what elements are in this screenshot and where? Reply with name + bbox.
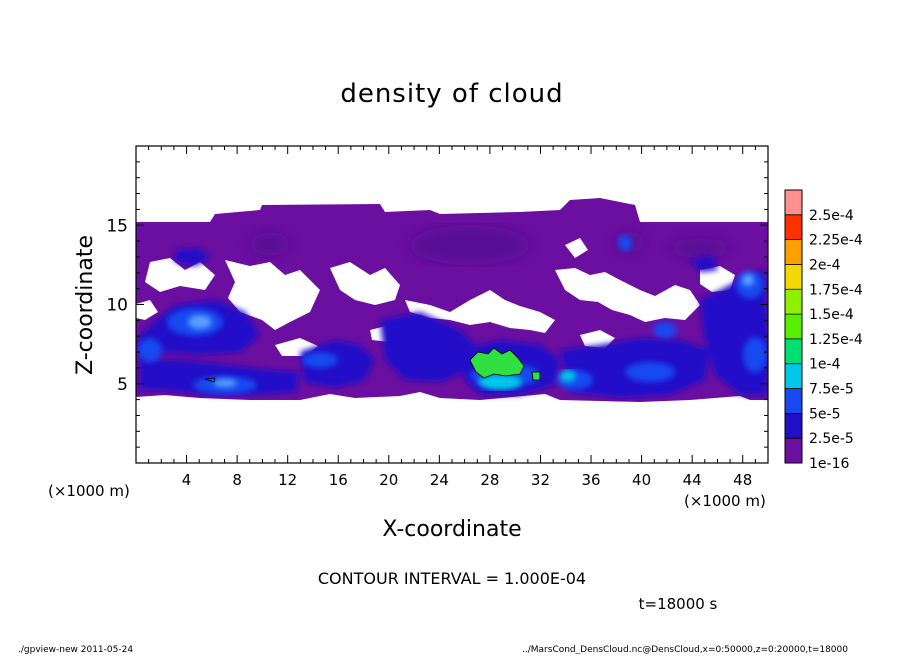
y-tick-labels: 5 10 15: [106, 216, 128, 395]
colorbar-swatch: [785, 363, 802, 389]
y-tick-label: 5: [117, 375, 128, 395]
x-tick-label: 20: [379, 471, 398, 489]
colorbar-label: 2.25e-4: [809, 233, 863, 249]
colorbar-swatch: [785, 289, 802, 315]
colorbar-label: 2e-4: [809, 257, 841, 273]
contour-interval-label: CONTOUR INTERVAL = 1.000E-04: [318, 569, 586, 588]
colorbar: 1e-16 2.5e-5 5e-5 7.5e-5 1e-4 1.25e-4 1.5e-4 1.…: [784, 189, 863, 472]
small-core-green: [531, 371, 541, 381]
colorbar-label: 1.25e-4: [809, 332, 863, 348]
x-tick-label: 44: [683, 471, 702, 489]
footer-right: ../MarsCond_DensCloud.nc@DensCloud,x=0:5…: [522, 645, 848, 654]
colorbar-swatch: [785, 214, 802, 240]
colorbar-label: 2.5e-5: [809, 431, 854, 447]
colorbar-swatch: [785, 239, 802, 265]
density-field: [136, 146, 768, 463]
colorbar-swatch: [785, 388, 802, 414]
x-tick-label: 32: [531, 471, 550, 489]
y-tick-label: 15: [106, 216, 128, 236]
x-tick-label: 12: [278, 471, 297, 489]
x-axis-title: X-coordinate: [382, 517, 521, 542]
colorbar-swatch: [785, 438, 802, 463]
x-tick-label: 28: [480, 471, 499, 489]
x-tick-labels: 4 8 12 16 20 24 28 32 36 40 44 48: [182, 471, 752, 489]
colorbar-swatch: [785, 314, 802, 339]
x-tick-label: 16: [329, 471, 348, 489]
time-label: t=18000 s: [639, 595, 718, 613]
y-tick-label: 10: [106, 296, 128, 316]
axis-ticks: [136, 146, 768, 463]
chart-title: density of cloud: [340, 79, 563, 109]
x-tick-label: 48: [733, 471, 752, 489]
y-axis-title: Z-coordinate: [73, 235, 98, 375]
footer-left: ./gpview-new 2011-05-24: [18, 645, 133, 654]
x-unit-label: (×1000 m): [684, 492, 766, 510]
colorbar-swatch: [785, 338, 802, 364]
x-tick-label: 40: [632, 471, 651, 489]
colorbar-label: 1e-4: [809, 357, 841, 373]
colorbar-label: 7.5e-5: [809, 382, 854, 398]
x-tick-label: 36: [581, 471, 600, 489]
colorbar-swatch: [785, 264, 802, 290]
colorbar-label: 1.5e-4: [809, 307, 854, 323]
colorbar-swatch: [785, 190, 802, 215]
cyan-highlights: [478, 370, 576, 390]
x-tick-label: 24: [430, 471, 449, 489]
x-tick-label: 4: [182, 471, 192, 489]
colorbar-label: 2.5e-4: [809, 208, 854, 224]
colorbar-label: 1e-16: [809, 456, 849, 472]
y-unit-label: (×1000 m): [48, 482, 130, 500]
colorbar-label: 1.75e-4: [809, 282, 863, 298]
light-blue-highlights: [188, 274, 754, 387]
colorbar-swatch: [785, 413, 802, 439]
x-tick-label: 8: [232, 471, 242, 489]
peak-core-green: [469, 347, 525, 379]
colorbar-label: 5e-5: [809, 406, 840, 422]
small-contour: [204, 377, 216, 383]
